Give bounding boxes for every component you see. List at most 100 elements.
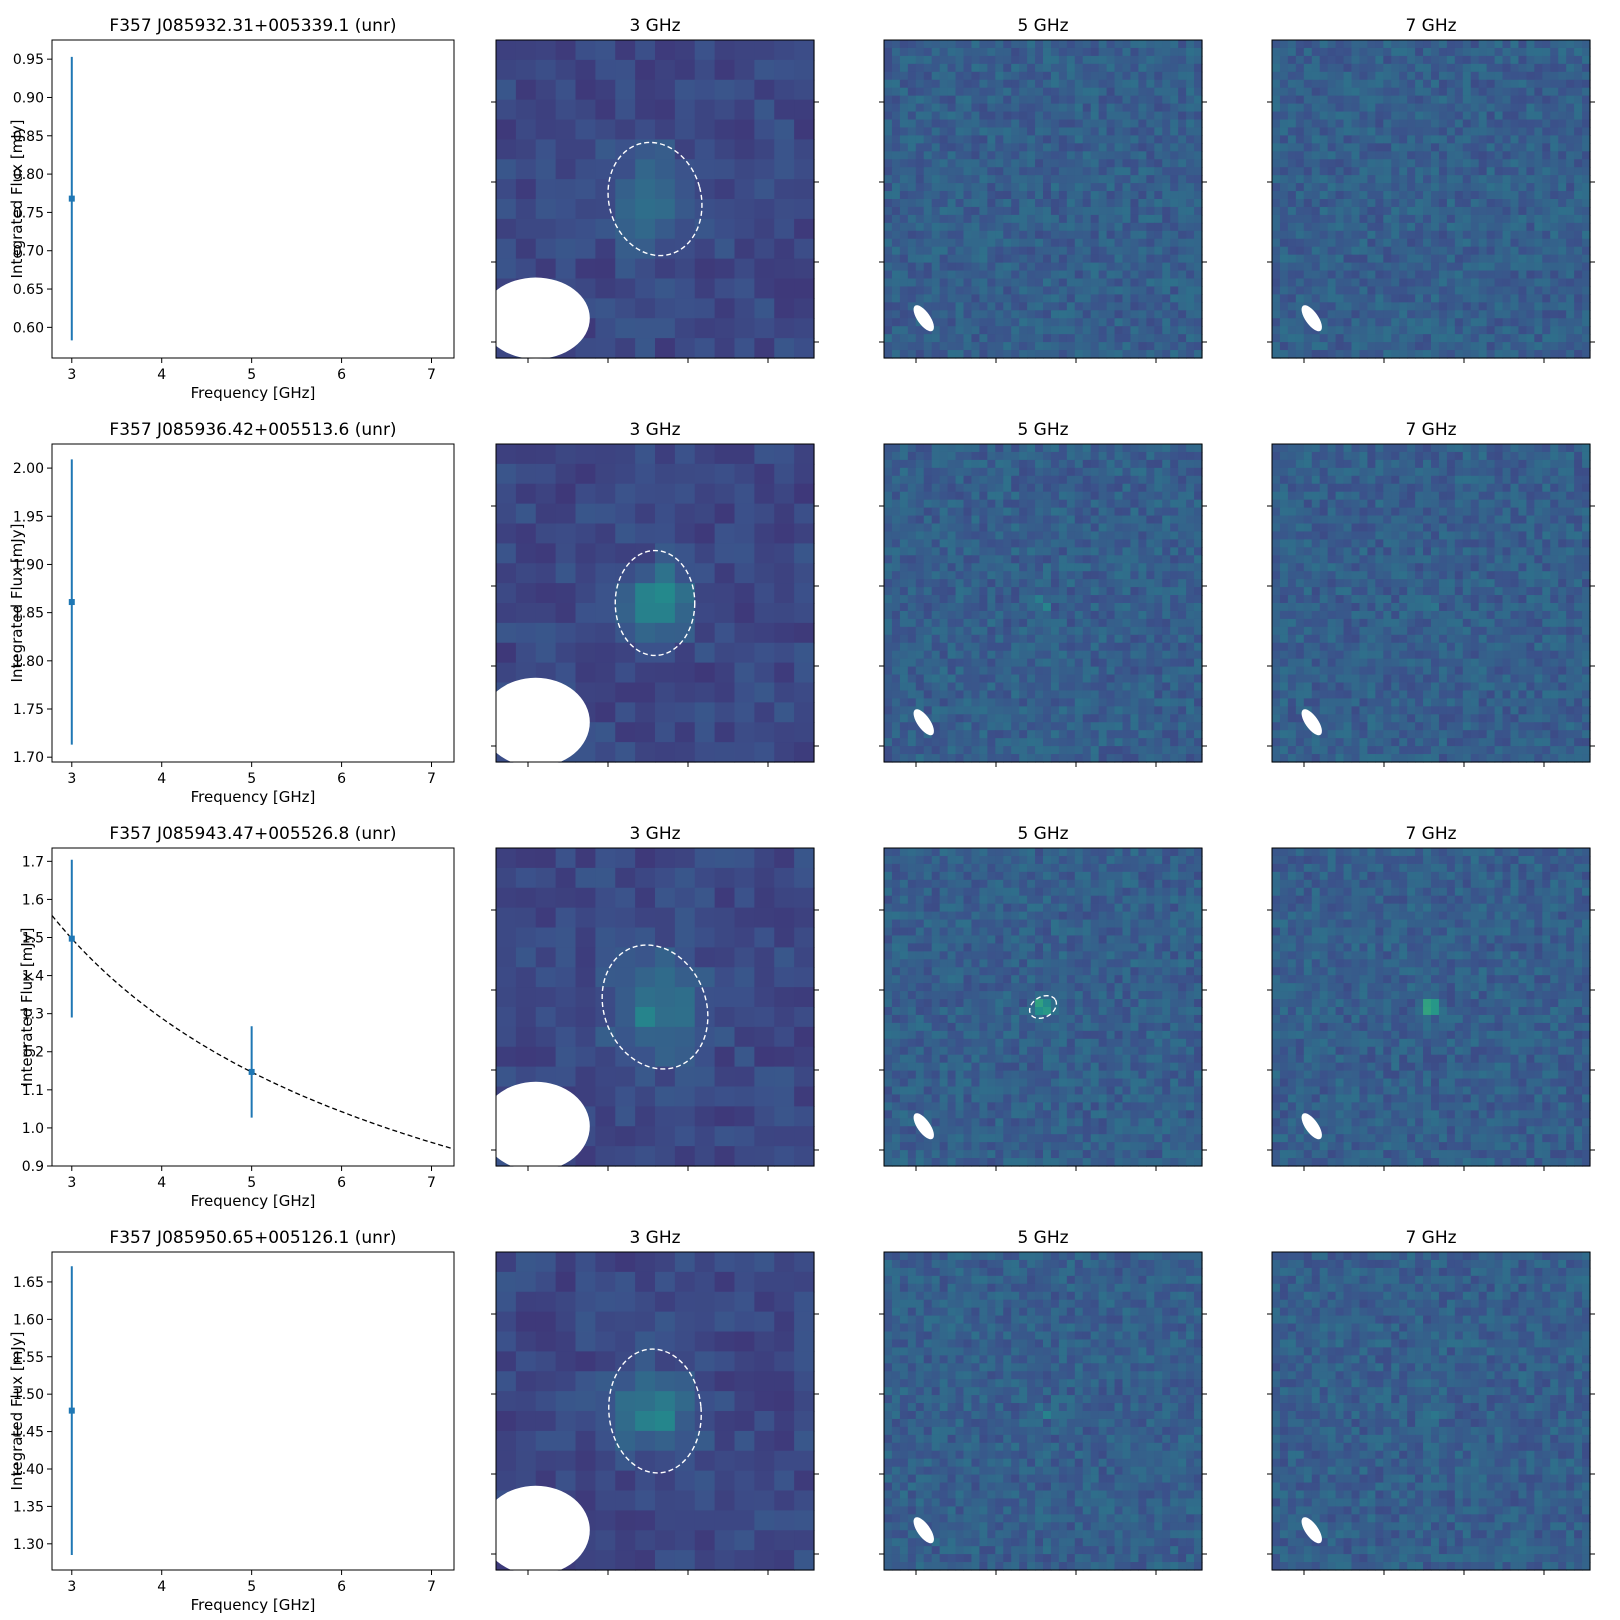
- pixel: [1138, 310, 1147, 319]
- pixel: [907, 183, 917, 192]
- pixel: [1574, 350, 1583, 359]
- pixel: [923, 286, 933, 295]
- pixel: [1319, 47, 1329, 57]
- pixel: [915, 214, 925, 224]
- pixel: [1162, 143, 1171, 152]
- pixel: [947, 531, 957, 540]
- pixel: [907, 127, 917, 136]
- pixel: [1272, 206, 1281, 216]
- pixel: [987, 143, 996, 152]
- pixel: [891, 658, 901, 668]
- pixel: [1351, 199, 1361, 208]
- pixel: [1438, 246, 1448, 256]
- pixel: [754, 338, 775, 359]
- pixel: [931, 143, 941, 152]
- pixel: [1502, 230, 1512, 240]
- pixel: [979, 650, 988, 660]
- pixel: [1098, 459, 1108, 469]
- pixel: [1066, 71, 1076, 81]
- pixel: [979, 350, 988, 359]
- pixel: [1074, 467, 1084, 477]
- pixel: [615, 543, 636, 564]
- pixel: [1050, 238, 1060, 248]
- pixel: [1367, 103, 1376, 113]
- pixel: [1178, 563, 1187, 572]
- pixel: [1074, 642, 1084, 652]
- pixel: [1478, 175, 1488, 184]
- pixel: [1058, 111, 1068, 121]
- pixel: [1566, 103, 1575, 113]
- pixel: [995, 310, 1004, 319]
- pixel: [891, 63, 901, 73]
- pixel: [923, 40, 933, 49]
- pixel: [1154, 326, 1163, 335]
- pixel: [923, 555, 933, 564]
- pixel: [1431, 286, 1440, 295]
- pixel: [1146, 451, 1155, 461]
- pixel: [754, 99, 775, 121]
- pixel: [1526, 238, 1535, 248]
- pixel: [1170, 206, 1179, 216]
- pixel: [1130, 119, 1139, 129]
- pixel: [1130, 642, 1139, 652]
- pixel: [1478, 151, 1488, 160]
- pixel: [1478, 214, 1488, 224]
- pixel: [987, 491, 996, 501]
- pixel: [1383, 206, 1392, 216]
- pixel: [899, 294, 909, 303]
- pixel: [1027, 47, 1036, 57]
- pixel: [1279, 87, 1289, 97]
- pixel: [955, 499, 965, 509]
- pixel: [1050, 563, 1060, 572]
- pixel: [1582, 310, 1591, 319]
- pixel: [1566, 222, 1575, 232]
- pixel: [923, 79, 933, 89]
- pixel: [1311, 214, 1321, 224]
- pixel: [1146, 310, 1155, 319]
- pixel: [987, 167, 996, 176]
- pixel: [555, 238, 577, 260]
- pixel: [1486, 342, 1496, 351]
- pixel: [1154, 71, 1163, 81]
- pixel: [884, 555, 893, 564]
- pixel: [1287, 191, 1297, 200]
- pixel: [1510, 254, 1520, 264]
- pixel: [1311, 270, 1321, 280]
- pixel: [1446, 302, 1456, 311]
- pixel: [923, 270, 933, 280]
- pixel: [1502, 199, 1512, 208]
- pixel: [1058, 254, 1068, 264]
- pixel: [615, 722, 636, 743]
- pixel: [971, 183, 980, 192]
- pixel: [1003, 151, 1012, 160]
- pixel: [1423, 318, 1432, 327]
- pixel: [907, 270, 917, 280]
- pixel: [1154, 350, 1163, 359]
- pixel: [1027, 603, 1036, 612]
- pixel: [899, 103, 909, 113]
- pixel: [1130, 603, 1139, 612]
- pixel: [939, 167, 949, 176]
- pixel: [1478, 294, 1488, 303]
- pixel: [891, 183, 901, 192]
- pixel: [1066, 55, 1076, 65]
- pixel: [899, 191, 909, 200]
- pixel: [931, 246, 941, 256]
- pixel: [1154, 650, 1163, 660]
- pixel: [1027, 475, 1036, 485]
- pixel: [1558, 87, 1567, 97]
- pixel: [1146, 302, 1155, 311]
- pixel: [1178, 143, 1187, 152]
- pixel: [891, 95, 901, 105]
- pixel: [1186, 63, 1195, 73]
- pixel: [995, 238, 1004, 248]
- pixel: [1542, 262, 1551, 272]
- pixel: [1478, 302, 1488, 311]
- pixel: [1399, 199, 1408, 208]
- pixel: [947, 238, 957, 248]
- pixel: [1558, 238, 1567, 248]
- pixel: [1383, 350, 1392, 359]
- pixel: [1327, 71, 1337, 81]
- pixel: [1114, 111, 1124, 121]
- pixel: [1114, 278, 1124, 288]
